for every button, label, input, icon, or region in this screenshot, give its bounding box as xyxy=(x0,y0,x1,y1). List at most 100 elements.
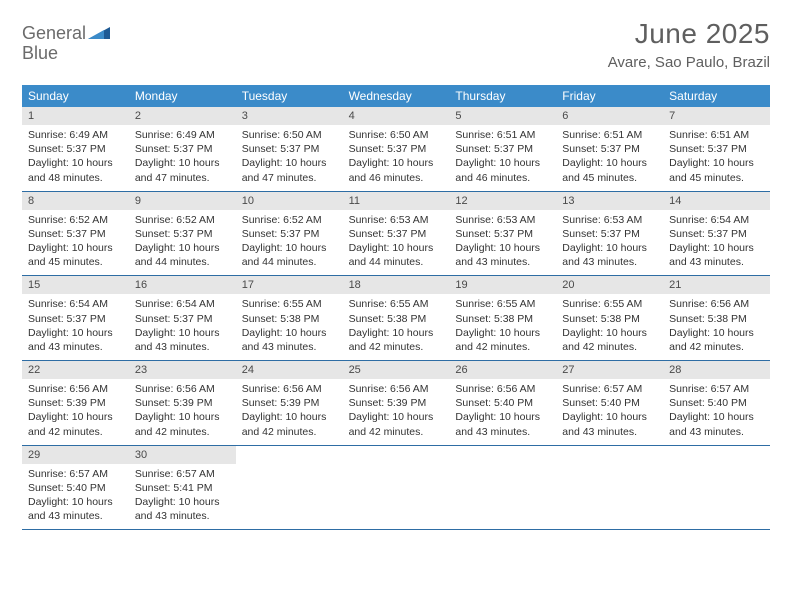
day-details: Sunrise: 6:50 AMSunset: 5:37 PMDaylight:… xyxy=(236,125,343,191)
calendar-day: 12Sunrise: 6:53 AMSunset: 5:37 PMDayligh… xyxy=(449,192,556,276)
daylight-text: Daylight: 10 hours and 48 minutes. xyxy=(28,156,123,184)
day-number: 18 xyxy=(343,276,450,294)
sunrise-text: Sunrise: 6:50 AM xyxy=(349,128,444,142)
day-number: 29 xyxy=(22,446,129,464)
sunset-text: Sunset: 5:38 PM xyxy=(669,312,764,326)
sunset-text: Sunset: 5:37 PM xyxy=(562,227,657,241)
sunset-text: Sunset: 5:38 PM xyxy=(349,312,444,326)
dow-header-row: Sunday Monday Tuesday Wednesday Thursday… xyxy=(22,85,770,107)
page-header: General Blue June 2025 Avare, Sao Paulo,… xyxy=(22,18,770,71)
sunset-text: Sunset: 5:37 PM xyxy=(669,142,764,156)
daylight-text: Daylight: 10 hours and 43 minutes. xyxy=(455,410,550,438)
calendar-day: 25Sunrise: 6:56 AMSunset: 5:39 PMDayligh… xyxy=(343,361,450,445)
sunrise-text: Sunrise: 6:52 AM xyxy=(135,213,230,227)
daylight-text: Daylight: 10 hours and 43 minutes. xyxy=(562,241,657,269)
day-number: 1 xyxy=(22,107,129,125)
calendar-day: 6Sunrise: 6:51 AMSunset: 5:37 PMDaylight… xyxy=(556,107,663,191)
calendar-day: 28Sunrise: 6:57 AMSunset: 5:40 PMDayligh… xyxy=(663,361,770,445)
calendar-day: 13Sunrise: 6:53 AMSunset: 5:37 PMDayligh… xyxy=(556,192,663,276)
calendar-week: 22Sunrise: 6:56 AMSunset: 5:39 PMDayligh… xyxy=(22,361,770,446)
sunset-text: Sunset: 5:37 PM xyxy=(135,227,230,241)
dow-saturday: Saturday xyxy=(663,85,770,107)
day-number: 10 xyxy=(236,192,343,210)
day-number: 2 xyxy=(129,107,236,125)
sunset-text: Sunset: 5:40 PM xyxy=(28,481,123,495)
dow-thursday: Thursday xyxy=(449,85,556,107)
day-details: Sunrise: 6:52 AMSunset: 5:37 PMDaylight:… xyxy=(129,210,236,276)
calendar-day: 21Sunrise: 6:56 AMSunset: 5:38 PMDayligh… xyxy=(663,276,770,360)
daylight-text: Daylight: 10 hours and 45 minutes. xyxy=(669,156,764,184)
sunrise-text: Sunrise: 6:53 AM xyxy=(349,213,444,227)
dow-sunday: Sunday xyxy=(22,85,129,107)
day-number: 6 xyxy=(556,107,663,125)
sunrise-text: Sunrise: 6:55 AM xyxy=(242,297,337,311)
sunrise-text: Sunrise: 6:49 AM xyxy=(28,128,123,142)
day-number: 25 xyxy=(343,361,450,379)
calendar-week: 1Sunrise: 6:49 AMSunset: 5:37 PMDaylight… xyxy=(22,107,770,192)
daylight-text: Daylight: 10 hours and 43 minutes. xyxy=(135,326,230,354)
day-number: 30 xyxy=(129,446,236,464)
day-details: Sunrise: 6:56 AMSunset: 5:40 PMDaylight:… xyxy=(449,379,556,445)
calendar-day: 20Sunrise: 6:55 AMSunset: 5:38 PMDayligh… xyxy=(556,276,663,360)
day-details: Sunrise: 6:54 AMSunset: 5:37 PMDaylight:… xyxy=(22,294,129,360)
calendar-day: 24Sunrise: 6:56 AMSunset: 5:39 PMDayligh… xyxy=(236,361,343,445)
daylight-text: Daylight: 10 hours and 45 minutes. xyxy=(28,241,123,269)
calendar-grid: Sunday Monday Tuesday Wednesday Thursday… xyxy=(22,85,770,530)
day-number: 12 xyxy=(449,192,556,210)
daylight-text: Daylight: 10 hours and 47 minutes. xyxy=(135,156,230,184)
day-number: 17 xyxy=(236,276,343,294)
day-details: Sunrise: 6:57 AMSunset: 5:40 PMDaylight:… xyxy=(556,379,663,445)
sunset-text: Sunset: 5:38 PM xyxy=(455,312,550,326)
sunrise-text: Sunrise: 6:53 AM xyxy=(455,213,550,227)
day-details: Sunrise: 6:55 AMSunset: 5:38 PMDaylight:… xyxy=(556,294,663,360)
day-number: 28 xyxy=(663,361,770,379)
calendar-week: 8Sunrise: 6:52 AMSunset: 5:37 PMDaylight… xyxy=(22,192,770,277)
location-text: Avare, Sao Paulo, Brazil xyxy=(608,54,770,71)
sunrise-text: Sunrise: 6:57 AM xyxy=(669,382,764,396)
day-details: Sunrise: 6:56 AMSunset: 5:38 PMDaylight:… xyxy=(663,294,770,360)
day-details: Sunrise: 6:56 AMSunset: 5:39 PMDaylight:… xyxy=(236,379,343,445)
sunrise-text: Sunrise: 6:54 AM xyxy=(669,213,764,227)
calendar-day xyxy=(236,446,343,530)
day-details: Sunrise: 6:56 AMSunset: 5:39 PMDaylight:… xyxy=(22,379,129,445)
calendar-day: 7Sunrise: 6:51 AMSunset: 5:37 PMDaylight… xyxy=(663,107,770,191)
day-details: Sunrise: 6:49 AMSunset: 5:37 PMDaylight:… xyxy=(22,125,129,191)
daylight-text: Daylight: 10 hours and 42 minutes. xyxy=(349,326,444,354)
sunset-text: Sunset: 5:37 PM xyxy=(28,227,123,241)
calendar-day: 2Sunrise: 6:49 AMSunset: 5:37 PMDaylight… xyxy=(129,107,236,191)
day-number: 24 xyxy=(236,361,343,379)
sunset-text: Sunset: 5:37 PM xyxy=(242,142,337,156)
sunset-text: Sunset: 5:39 PM xyxy=(135,396,230,410)
calendar-day: 9Sunrise: 6:52 AMSunset: 5:37 PMDaylight… xyxy=(129,192,236,276)
daylight-text: Daylight: 10 hours and 47 minutes. xyxy=(242,156,337,184)
sunset-text: Sunset: 5:37 PM xyxy=(135,142,230,156)
sunset-text: Sunset: 5:40 PM xyxy=(455,396,550,410)
calendar-day: 15Sunrise: 6:54 AMSunset: 5:37 PMDayligh… xyxy=(22,276,129,360)
dow-friday: Friday xyxy=(556,85,663,107)
daylight-text: Daylight: 10 hours and 44 minutes. xyxy=(349,241,444,269)
calendar-day: 3Sunrise: 6:50 AMSunset: 5:37 PMDaylight… xyxy=(236,107,343,191)
calendar-day: 19Sunrise: 6:55 AMSunset: 5:38 PMDayligh… xyxy=(449,276,556,360)
day-number: 19 xyxy=(449,276,556,294)
daylight-text: Daylight: 10 hours and 46 minutes. xyxy=(455,156,550,184)
calendar-day: 4Sunrise: 6:50 AMSunset: 5:37 PMDaylight… xyxy=(343,107,450,191)
sunset-text: Sunset: 5:37 PM xyxy=(135,312,230,326)
calendar-day: 5Sunrise: 6:51 AMSunset: 5:37 PMDaylight… xyxy=(449,107,556,191)
day-details: Sunrise: 6:55 AMSunset: 5:38 PMDaylight:… xyxy=(449,294,556,360)
dow-monday: Monday xyxy=(129,85,236,107)
calendar-day xyxy=(449,446,556,530)
day-number: 26 xyxy=(449,361,556,379)
day-number: 23 xyxy=(129,361,236,379)
day-number: 16 xyxy=(129,276,236,294)
sunrise-text: Sunrise: 6:56 AM xyxy=(455,382,550,396)
sunset-text: Sunset: 5:37 PM xyxy=(28,312,123,326)
calendar-week: 29Sunrise: 6:57 AMSunset: 5:40 PMDayligh… xyxy=(22,446,770,531)
daylight-text: Daylight: 10 hours and 43 minutes. xyxy=(135,495,230,523)
logo-triangle-icon xyxy=(88,26,110,43)
sunset-text: Sunset: 5:37 PM xyxy=(562,142,657,156)
day-details: Sunrise: 6:56 AMSunset: 5:39 PMDaylight:… xyxy=(343,379,450,445)
day-details: Sunrise: 6:51 AMSunset: 5:37 PMDaylight:… xyxy=(449,125,556,191)
day-details: Sunrise: 6:53 AMSunset: 5:37 PMDaylight:… xyxy=(449,210,556,276)
daylight-text: Daylight: 10 hours and 42 minutes. xyxy=(562,326,657,354)
day-details: Sunrise: 6:51 AMSunset: 5:37 PMDaylight:… xyxy=(663,125,770,191)
